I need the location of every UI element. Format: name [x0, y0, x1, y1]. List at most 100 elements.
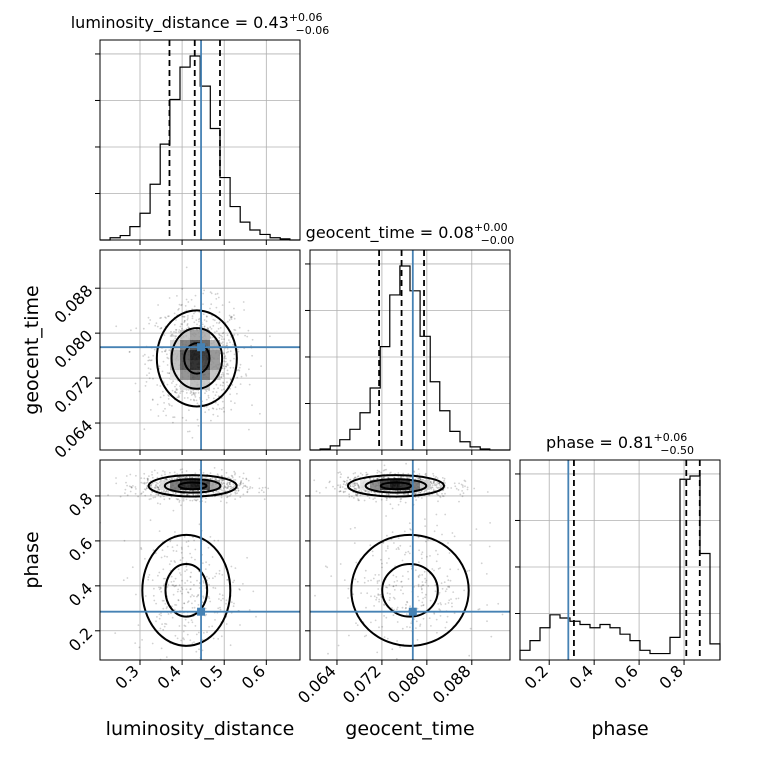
- scatter-point: [246, 335, 249, 338]
- scatter-point: [381, 625, 384, 628]
- scatter-point: [399, 544, 402, 547]
- scatter-point: [437, 494, 440, 497]
- scatter-point: [174, 337, 177, 340]
- scatter-point: [193, 312, 195, 315]
- scatter-point: [338, 490, 341, 493]
- scatter-point: [353, 486, 355, 488]
- scatter-point: [430, 486, 433, 489]
- scatter-point: [191, 476, 194, 479]
- scatter-point: [439, 486, 442, 489]
- scatter-point: [162, 490, 165, 493]
- scatter-point: [229, 644, 232, 647]
- scatter-point: [202, 595, 205, 598]
- scatter-point: [228, 319, 231, 321]
- scatter-point: [150, 486, 153, 489]
- scatter-point: [246, 556, 249, 559]
- scatter-point: [398, 548, 400, 550]
- scatter-point: [349, 485, 352, 488]
- scatter-point: [204, 568, 207, 570]
- scatter-point: [382, 476, 384, 479]
- scatter-point: [181, 323, 184, 326]
- scatter-point: [367, 491, 369, 493]
- scatter-point: [220, 635, 223, 638]
- scatter-point: [424, 490, 426, 492]
- scatter-point: [405, 606, 407, 609]
- scatter-point: [154, 324, 157, 327]
- scatter-point: [223, 357, 226, 359]
- scatter-point: [365, 471, 368, 474]
- scatter-point: [404, 551, 407, 554]
- scatter-point: [176, 637, 179, 640]
- scatter-point: [227, 373, 230, 375]
- scatter-point: [189, 588, 192, 591]
- scatter-point: [151, 471, 153, 473]
- scatter-point: [380, 471, 382, 474]
- scatter-point: [151, 398, 154, 401]
- scatter-point: [148, 498, 151, 501]
- scatter-point: [160, 316, 163, 319]
- scatter-point: [392, 574, 395, 577]
- scatter-point: [386, 592, 389, 595]
- scatter-point: [171, 546, 174, 548]
- scatter-point: [194, 396, 197, 398]
- scatter-point: [202, 580, 205, 582]
- scatter-point: [185, 541, 188, 543]
- scatter-point: [249, 486, 252, 488]
- scatter-point: [197, 476, 199, 479]
- title-upper-error: +0.06: [289, 11, 323, 24]
- scatter-point: [229, 378, 232, 381]
- scatter-point: [366, 592, 369, 595]
- scatter-point: [375, 596, 378, 599]
- scatter-point: [220, 500, 222, 503]
- scatter-point: [325, 486, 327, 489]
- scatter-point: [217, 327, 220, 330]
- scatter-point: [236, 376, 239, 379]
- scatter-point: [432, 481, 435, 484]
- scatter-point: [150, 498, 152, 500]
- scatter-point: [192, 494, 195, 496]
- scatter-point: [196, 418, 199, 421]
- scatter-point: [364, 569, 367, 572]
- scatter-point: [396, 580, 399, 582]
- scatter-point: [349, 478, 352, 481]
- scatter-point: [453, 612, 456, 615]
- scatter-point: [415, 620, 418, 623]
- scatter-point: [226, 344, 228, 347]
- scatter-point: [264, 486, 267, 489]
- scatter-point: [144, 363, 147, 366]
- scatter-point: [349, 528, 352, 530]
- scatter-point: [221, 332, 224, 335]
- scatter-point: [174, 390, 177, 393]
- scatter-point: [402, 493, 405, 495]
- scatter-point: [460, 483, 463, 486]
- scatter-point: [418, 549, 420, 552]
- scatter-point: [222, 381, 225, 384]
- scatter-point: [260, 365, 262, 367]
- scatter-point: [233, 579, 236, 582]
- scatter-point: [225, 351, 228, 354]
- scatter-point: [180, 504, 182, 507]
- scatter-point: [427, 585, 430, 587]
- scatter-point: [174, 634, 177, 637]
- scatter-point: [364, 490, 367, 492]
- scatter-point: [149, 519, 152, 522]
- scatter-point: [244, 485, 247, 488]
- scatter-point: [245, 478, 248, 481]
- scatter-point: [146, 477, 149, 480]
- scatter-point: [356, 495, 359, 497]
- scatter-point: [402, 592, 404, 595]
- scatter-point: [374, 497, 376, 499]
- scatter-point: [223, 352, 226, 354]
- scatter-point: [226, 369, 229, 372]
- scatter-point: [372, 478, 375, 480]
- scatter-point: [197, 489, 200, 492]
- scatter-point: [177, 394, 180, 397]
- scatter-point: [438, 591, 441, 594]
- scatter-point: [225, 471, 228, 474]
- scatter-point: [162, 390, 164, 393]
- density-cell: [410, 480, 420, 490]
- scatter-point: [212, 325, 215, 327]
- scatter-point: [162, 628, 165, 631]
- scatter-point: [198, 476, 201, 479]
